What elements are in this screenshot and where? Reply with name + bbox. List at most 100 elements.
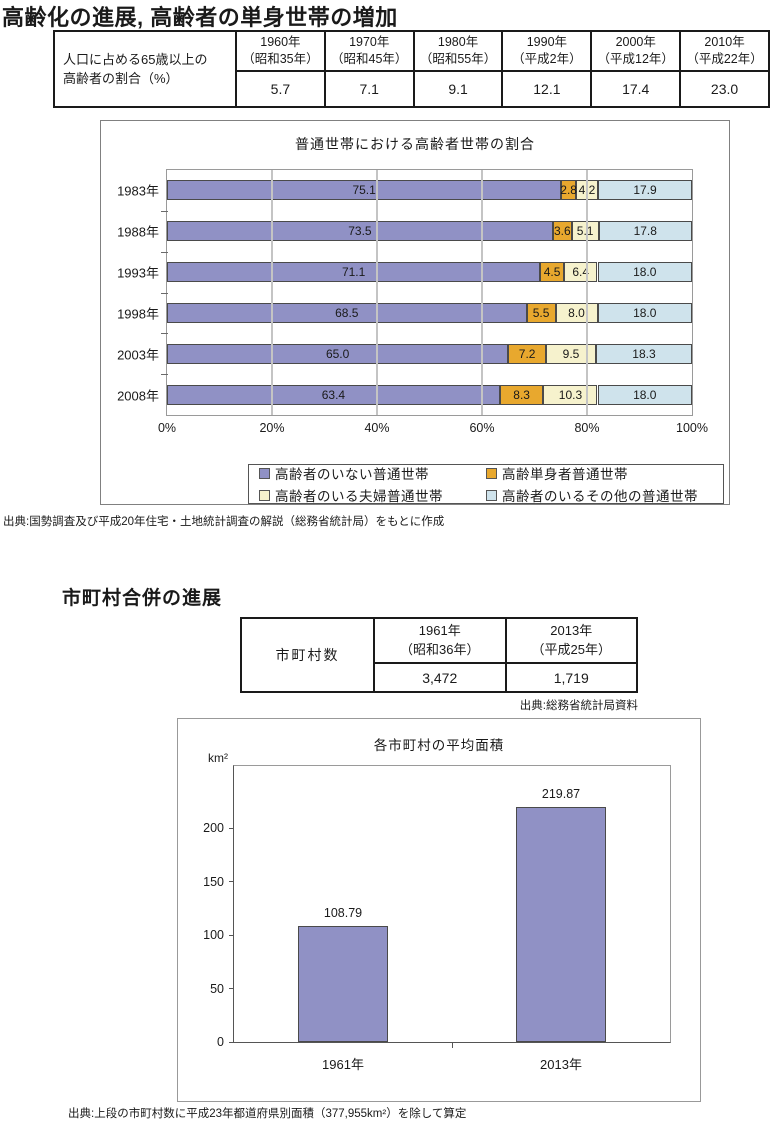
x-axis-label: 20%: [259, 421, 285, 435]
bar-segment: 8.0: [555, 302, 598, 323]
y-axis-label: 200: [203, 821, 224, 836]
y-axis-tick: [229, 827, 234, 829]
bar-segment: 73.5: [167, 221, 553, 242]
table1-cell-value: 12.1: [533, 81, 561, 97]
chart1-legend: 高齢者のいない普通世帯 高齢単身者普通世帯 高齢者のいる夫婦普通世帯 高齢者のいるその…: [248, 464, 724, 504]
bar-segment-value: 5.5: [532, 305, 550, 320]
bar-segment-value: 7.2: [518, 346, 536, 361]
bar-row: 71.1 4.5 6.4 18.0: [167, 262, 692, 283]
y-axis-label: 50: [210, 981, 224, 996]
table1-cell-value: 23.0: [710, 81, 739, 97]
legend-item: 高齢者のいない普通世帯: [259, 463, 486, 483]
table1-column: 2010年 （平成22年） 23.0: [679, 32, 768, 106]
gridline: [481, 170, 483, 415]
bar-segment: 3.6: [552, 221, 572, 242]
y-axis-tick: [229, 1041, 234, 1043]
bar-segment-value: 75.1: [352, 183, 376, 198]
legend-label: 高齢者のいる夫婦普通世帯: [275, 489, 443, 504]
chart2-plot-area: 0 50 100 150 200 108.79 1961年 219.87 2013年: [203, 765, 671, 1072]
category-label: 2008年: [117, 388, 159, 404]
y-axis-label: 150: [203, 874, 224, 889]
table1-cell-value: 7.1: [359, 81, 379, 97]
table1-column: 2000年 （平成12年） 17.4: [590, 32, 680, 106]
table2-column: 1961年 （昭和36年） 3,472: [373, 619, 505, 691]
table1-column: 1960年 （昭和35年） 5.7: [235, 32, 324, 106]
y-axis-tick: [229, 881, 234, 883]
chart1-title: 普通世帯における高齢者世帯の割合: [295, 136, 535, 152]
bar-segment: 17.8: [598, 221, 692, 242]
gridline: [376, 170, 378, 415]
bar-segment: 18.0: [597, 384, 692, 405]
municipalities-count-table: 市町村数 1961年 （昭和36年） 3,472 2013年 （平成25年） 1,71…: [240, 617, 638, 693]
x-axis-label: 80%: [574, 421, 600, 435]
table1-column: 1990年 （平成2年） 12.1: [501, 32, 591, 106]
bar-value-label: 219.87: [541, 786, 581, 801]
legend-swatch: [259, 467, 270, 479]
bar-segment: 5.5: [526, 302, 556, 323]
category-label: 1983年: [117, 183, 159, 199]
table1-column: 1980年 （昭和55年） 9.1: [412, 32, 502, 106]
bar-segment-value: 6.4: [572, 265, 590, 280]
legend-item: 高齢単身者普通世帯: [486, 463, 713, 483]
x-axis-label: 0%: [157, 421, 177, 435]
category-label: 1961年: [322, 1057, 364, 1072]
page-title: 高齢化の進展, 高齢者の単身世帯の増加: [2, 5, 398, 30]
category-axis-tick: [161, 374, 168, 376]
elderly-ratio-table: 人口に占める65歳以上の 高齢者の割合（%） 1960年 （昭和35年） 5.7 1…: [53, 30, 770, 108]
bar-segment: 2.8: [560, 180, 577, 201]
bar-segment-value: 18.3: [632, 346, 656, 361]
table1-column-header: 1970年 （昭和45年）: [325, 32, 413, 72]
legend-label: 高齢者のいない普通世帯: [275, 467, 429, 482]
table1-column-header: 2000年 （平成12年）: [592, 32, 680, 72]
bar-segment: 10.3: [543, 384, 598, 405]
table2-columns: 1961年 （昭和36年） 3,472 2013年 （平成25年） 1,719: [373, 619, 636, 691]
elderly-household-chart: 普通世帯における高齢者世帯の割合 1983年75.12.84.217.91988…: [100, 120, 730, 505]
category-axis-tick: [161, 333, 168, 335]
table2-cell-value: 3,472: [422, 669, 458, 686]
bar-row: 68.5 5.5 8.0 18.0: [167, 302, 692, 323]
bar-segment-value: 8.0: [568, 305, 585, 320]
gridline: [271, 170, 273, 415]
gridline: [586, 170, 588, 415]
bar-segment: 7.2: [508, 343, 547, 364]
legend-label: 高齢単身者普通世帯: [502, 467, 628, 482]
average-area-chart: 各市町村の平均面積 km² 0 50 100 150 200 108.79 1961年 219…: [177, 718, 701, 1102]
table2-column: 2013年 （平成25年） 1,719: [504, 619, 636, 691]
table2-row-header: 市町村数: [275, 646, 340, 663]
bar-segment: 18.0: [597, 302, 692, 323]
bar-segment-value: 63.4: [321, 387, 346, 402]
y-axis-label: 100: [203, 928, 224, 943]
table1-cell-value: 17.4: [622, 81, 650, 97]
bar-segment: 8.3: [499, 384, 544, 405]
x-axis-label: 60%: [469, 421, 495, 435]
chart1-plot-area: 1983年75.12.84.217.91988年73.53.65.117.819…: [117, 169, 708, 435]
bar-segment-value: 18.0: [633, 305, 657, 320]
chart2-source-note: 出典:上段の市町村数に平成23年都道府県別面積（377,955km²）を除して算…: [68, 1108, 467, 1120]
table2-cell-value: 1,719: [553, 669, 589, 686]
category-label: 1993年: [117, 265, 159, 281]
bar-segment-value: 68.5: [335, 305, 359, 320]
bar-segment-value: 3.6: [553, 224, 571, 239]
table1-column-header: 1960年 （昭和35年）: [237, 32, 324, 72]
table2-column-header: 1961年 （昭和36年）: [375, 619, 505, 664]
category-axis-tick: [161, 251, 168, 253]
legend-swatch: [259, 489, 270, 501]
bar-row: 75.12.84.217.9: [167, 180, 692, 201]
bar-segment: 18.0: [597, 262, 692, 283]
bar-segment: 18.3: [595, 343, 692, 364]
bar-segment-value: 17.8: [633, 224, 657, 239]
table1-cell-value: 5.7: [270, 81, 291, 97]
bar-segment-value: 4.5: [543, 265, 561, 280]
legend-swatch: [486, 467, 497, 479]
y-axis-tick: [229, 934, 234, 936]
chart1-source-note: 出典:国勢調査及び平成20年住宅・土地統計調査の解説（総務省統計局）をもとに作成: [3, 516, 445, 528]
bar-segment-value: 9.5: [562, 346, 580, 361]
legend-swatch: [486, 489, 497, 501]
category-label: 2003年: [117, 347, 159, 363]
bar-row: 73.5 3.6 5.1 17.8: [167, 221, 692, 242]
table1-column: 1970年 （昭和45年） 7.1: [323, 32, 413, 106]
y-axis-tick: [229, 988, 234, 989]
table1-column-header: 1980年 （昭和55年）: [414, 32, 502, 72]
bar-segment-value: 71.1: [341, 265, 366, 280]
table1-cell-value: 9.1: [448, 81, 468, 97]
